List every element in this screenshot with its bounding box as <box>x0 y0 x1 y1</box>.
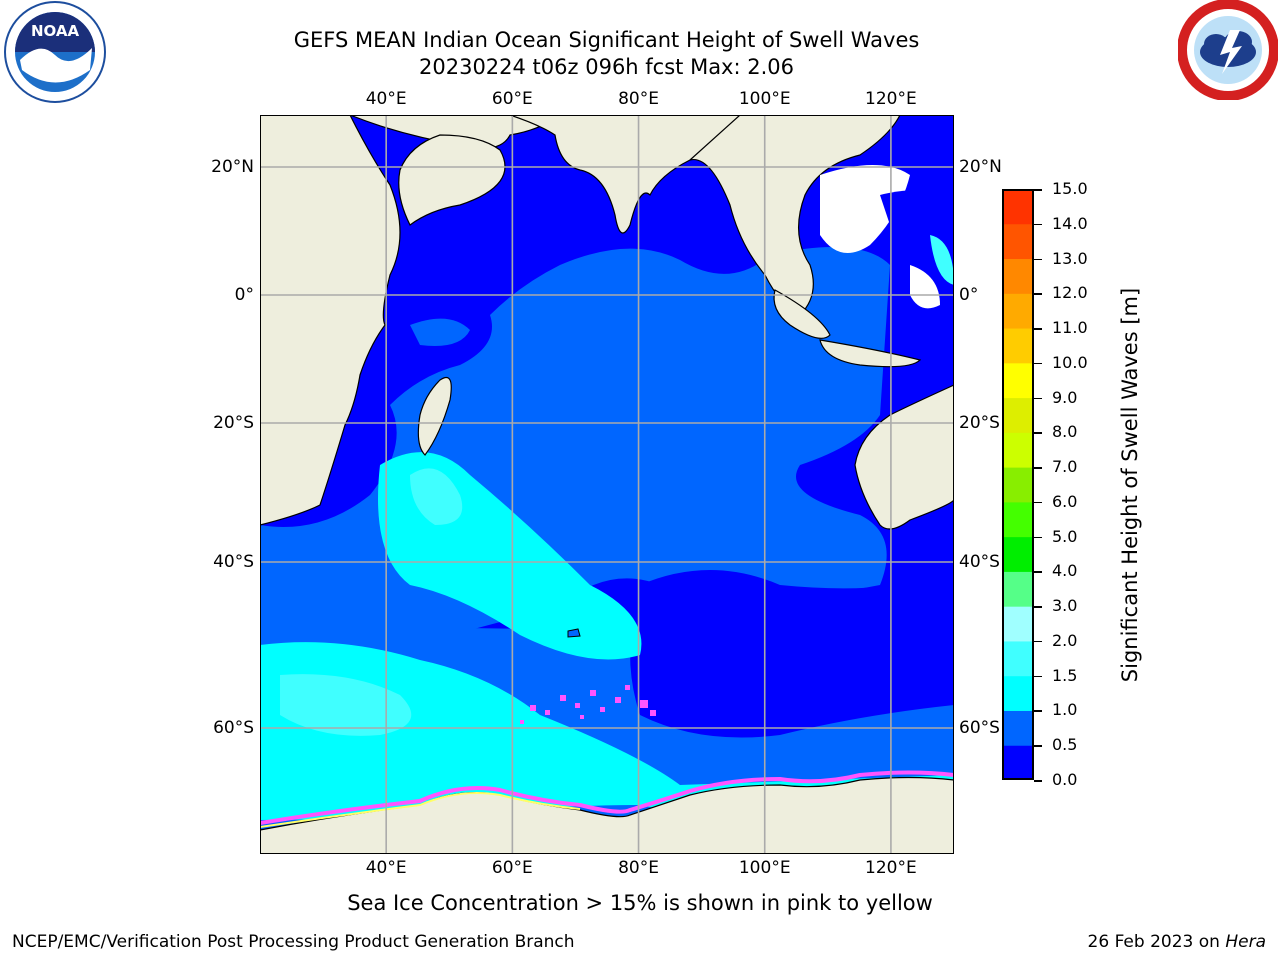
sea-ice-patches <box>520 685 656 724</box>
lat-label-left-1: 0° <box>234 285 254 305</box>
colorbar-tick-mark-12 <box>1034 606 1042 608</box>
colorbar-tick-8: 7.0 <box>1052 457 1078 477</box>
colorbar-segment-12 <box>1002 328 1034 364</box>
lon-label-bottom-1: 60°E <box>491 858 533 878</box>
colorbar-segment-1 <box>1002 710 1034 746</box>
lat-label-left-3: 40°S <box>213 552 254 572</box>
colorbar-segment-0 <box>1002 745 1034 780</box>
colorbar-segment-13 <box>1002 293 1034 329</box>
footer-date: 26 Feb 2023 on Hera <box>1088 932 1266 952</box>
footer-credit: NCEP/EMC/Verification Post Processing Pr… <box>12 932 575 952</box>
colorbar-segment-10 <box>1002 397 1034 433</box>
map-subtitle: 20230224 t06z 096h fcst Max: 2.06 <box>419 55 794 79</box>
lon-label-top-4: 120°E <box>865 89 917 109</box>
lon-label-top-0: 40°E <box>365 89 407 109</box>
lat-label-right-2: 20°S <box>959 413 1000 433</box>
colorbar-tick-14: 1.5 <box>1052 665 1078 685</box>
colorbar-tick-mark-1 <box>1034 223 1042 226</box>
colorbar-tick-mark-14 <box>1034 675 1042 678</box>
colorbar-tick-9: 6.0 <box>1052 491 1078 511</box>
colorbar-tick-11: 4.0 <box>1052 561 1078 581</box>
land-southeast-asia <box>689 115 901 316</box>
colorbar-tick-15: 1.0 <box>1052 700 1078 720</box>
colorbar-segment-11 <box>1002 362 1034 399</box>
colorbar-tick-mark-7 <box>1034 432 1042 434</box>
colorbar-segment-14 <box>1002 258 1034 294</box>
colorbar-segment-16 <box>1002 189 1034 225</box>
colorbar-tick-7: 8.0 <box>1052 422 1078 442</box>
colorbar-tick-3: 12.0 <box>1052 283 1088 303</box>
lat-label-right-0: 20°N <box>959 157 1002 177</box>
noaa-logo-text: NOAA <box>31 22 80 40</box>
colorbar-tick-mark-15 <box>1034 710 1042 712</box>
noaa-logo-icon: NOAA <box>4 1 106 103</box>
colorbar-segment-15 <box>1002 223 1034 260</box>
colorbar-segment-5 <box>1002 571 1034 607</box>
colorbar-tick-4: 11.0 <box>1052 318 1088 338</box>
colorbar-tick-10: 5.0 <box>1052 526 1078 546</box>
map-title: GEFS MEAN Indian Ocean Significant Heigh… <box>293 28 920 52</box>
colorbar-tick-mark-10 <box>1034 536 1042 539</box>
colorbar-tick-mark-11 <box>1034 571 1042 573</box>
colorbar-frame <box>1002 189 1034 780</box>
lon-label-bottom-2: 80°E <box>618 858 659 878</box>
colorbar-tick-2: 13.0 <box>1052 248 1088 268</box>
colorbar-segment-6 <box>1002 536 1034 572</box>
colorbar <box>1002 189 1034 780</box>
colorbar-tick-6: 9.0 <box>1052 387 1078 407</box>
colorbar-tick-5: 10.0 <box>1052 352 1088 372</box>
colorbar-segment-8 <box>1002 467 1034 503</box>
colorbar-tick-13: 2.0 <box>1052 630 1078 650</box>
colorbar-tick-mark-4 <box>1034 328 1042 330</box>
land-australia <box>854 384 954 530</box>
lon-label-bottom-3: 100°E <box>738 858 791 878</box>
lon-label-bottom-0: 40°E <box>365 858 407 878</box>
colorbar-segment-4 <box>1002 606 1034 642</box>
colorbar-tick-mark-2 <box>1034 258 1042 261</box>
colorbar-tick-mark-9 <box>1034 501 1042 504</box>
colorbar-segment-3 <box>1002 640 1034 677</box>
sea-ice-edge <box>260 770 954 825</box>
footer-host: Hera <box>1225 932 1266 952</box>
lon-label-top-1: 60°E <box>491 89 533 109</box>
colorbar-segment-2 <box>1002 675 1034 711</box>
colorbar-tick-mark-16 <box>1034 745 1042 747</box>
colorbar-tick-0: 15.0 <box>1052 179 1088 198</box>
lat-label-left-2: 20°S <box>213 413 254 433</box>
colorbar-tick-mark-0 <box>1034 189 1042 191</box>
lat-label-left-4: 60°S <box>213 718 254 738</box>
colorbar-tick-mark-6 <box>1034 397 1042 400</box>
colorbar-tick-12: 3.0 <box>1052 596 1078 616</box>
nws-logo-icon <box>1178 0 1278 100</box>
swell-zone-1p5 <box>280 674 412 736</box>
colorbar-tick-16: 0.5 <box>1052 735 1078 755</box>
footer-date-text: 26 Feb 2023 on <box>1087 932 1226 952</box>
colorbar-tick-mark-17 <box>1034 780 1042 782</box>
colorbar-segment-7 <box>1002 501 1034 538</box>
colorbar-tick-mark-8 <box>1034 467 1042 469</box>
colorbar-label: Significant Height of Swell Waves [m] <box>1118 287 1142 683</box>
lon-label-bottom-4: 120°E <box>865 858 917 878</box>
lon-label-top-2: 80°E <box>618 89 659 109</box>
lat-label-right-4: 60°S <box>959 718 1000 738</box>
colorbar-segment-9 <box>1002 432 1034 468</box>
lat-label-right-3: 40°S <box>959 552 1000 572</box>
colorbar-tick-17: 0.0 <box>1052 770 1078 789</box>
map-gridlines <box>260 115 954 854</box>
lon-label-top-3: 100°E <box>738 89 791 109</box>
land-madagascar <box>417 376 452 456</box>
sea-ice-note: Sea Ice Concentration > 15% is shown in … <box>347 891 933 915</box>
colorbar-tick-mark-3 <box>1034 293 1042 295</box>
indian-ocean-map <box>260 115 954 854</box>
colorbar-tick-1: 14.0 <box>1052 213 1088 233</box>
lat-label-left-0: 20°N <box>211 157 254 177</box>
lat-label-right-1: 0° <box>959 285 979 305</box>
colorbar-tick-mark-5 <box>1034 362 1042 365</box>
colorbar-tick-mark-13 <box>1034 640 1042 643</box>
